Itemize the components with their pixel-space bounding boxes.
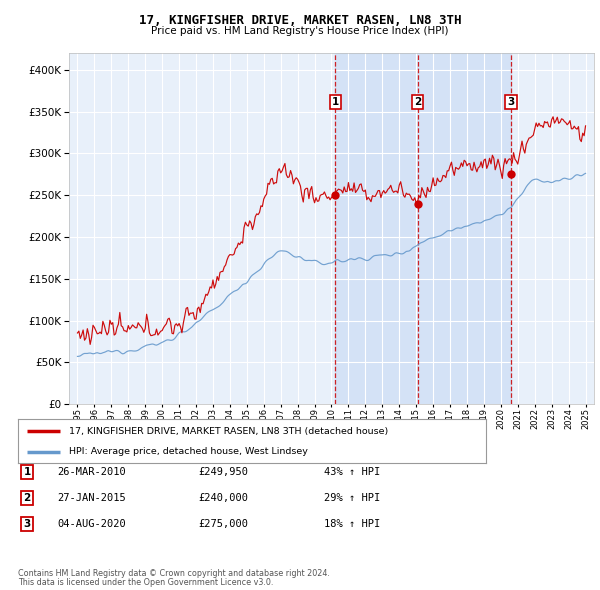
Text: 17, KINGFISHER DRIVE, MARKET RASEN, LN8 3TH: 17, KINGFISHER DRIVE, MARKET RASEN, LN8 …	[139, 14, 461, 27]
Bar	[335, 53, 511, 404]
Text: 29% ↑ HPI: 29% ↑ HPI	[324, 493, 380, 503]
Text: Price paid vs. HM Land Registry's House Price Index (HPI): Price paid vs. HM Land Registry's House …	[151, 26, 449, 36]
Text: HPI: Average price, detached house, West Lindsey: HPI: Average price, detached house, West…	[70, 447, 308, 456]
Text: 1: 1	[23, 467, 31, 477]
Text: Contains HM Land Registry data © Crown copyright and database right 2024.: Contains HM Land Registry data © Crown c…	[18, 569, 330, 578]
Text: £240,000: £240,000	[198, 493, 248, 503]
Text: 26-MAR-2010: 26-MAR-2010	[57, 467, 126, 477]
Text: 04-AUG-2020: 04-AUG-2020	[57, 519, 126, 529]
Text: 27-JAN-2015: 27-JAN-2015	[57, 493, 126, 503]
Text: 3: 3	[507, 97, 514, 107]
Text: 18% ↑ HPI: 18% ↑ HPI	[324, 519, 380, 529]
Text: This data is licensed under the Open Government Licence v3.0.: This data is licensed under the Open Gov…	[18, 578, 274, 588]
Text: 2: 2	[23, 493, 31, 503]
Text: 3: 3	[23, 519, 31, 529]
Text: £249,950: £249,950	[198, 467, 248, 477]
Text: £275,000: £275,000	[198, 519, 248, 529]
Text: 2: 2	[414, 97, 421, 107]
Text: 43% ↑ HPI: 43% ↑ HPI	[324, 467, 380, 477]
Text: 1: 1	[332, 97, 339, 107]
Text: 17, KINGFISHER DRIVE, MARKET RASEN, LN8 3TH (detached house): 17, KINGFISHER DRIVE, MARKET RASEN, LN8 …	[70, 427, 389, 436]
